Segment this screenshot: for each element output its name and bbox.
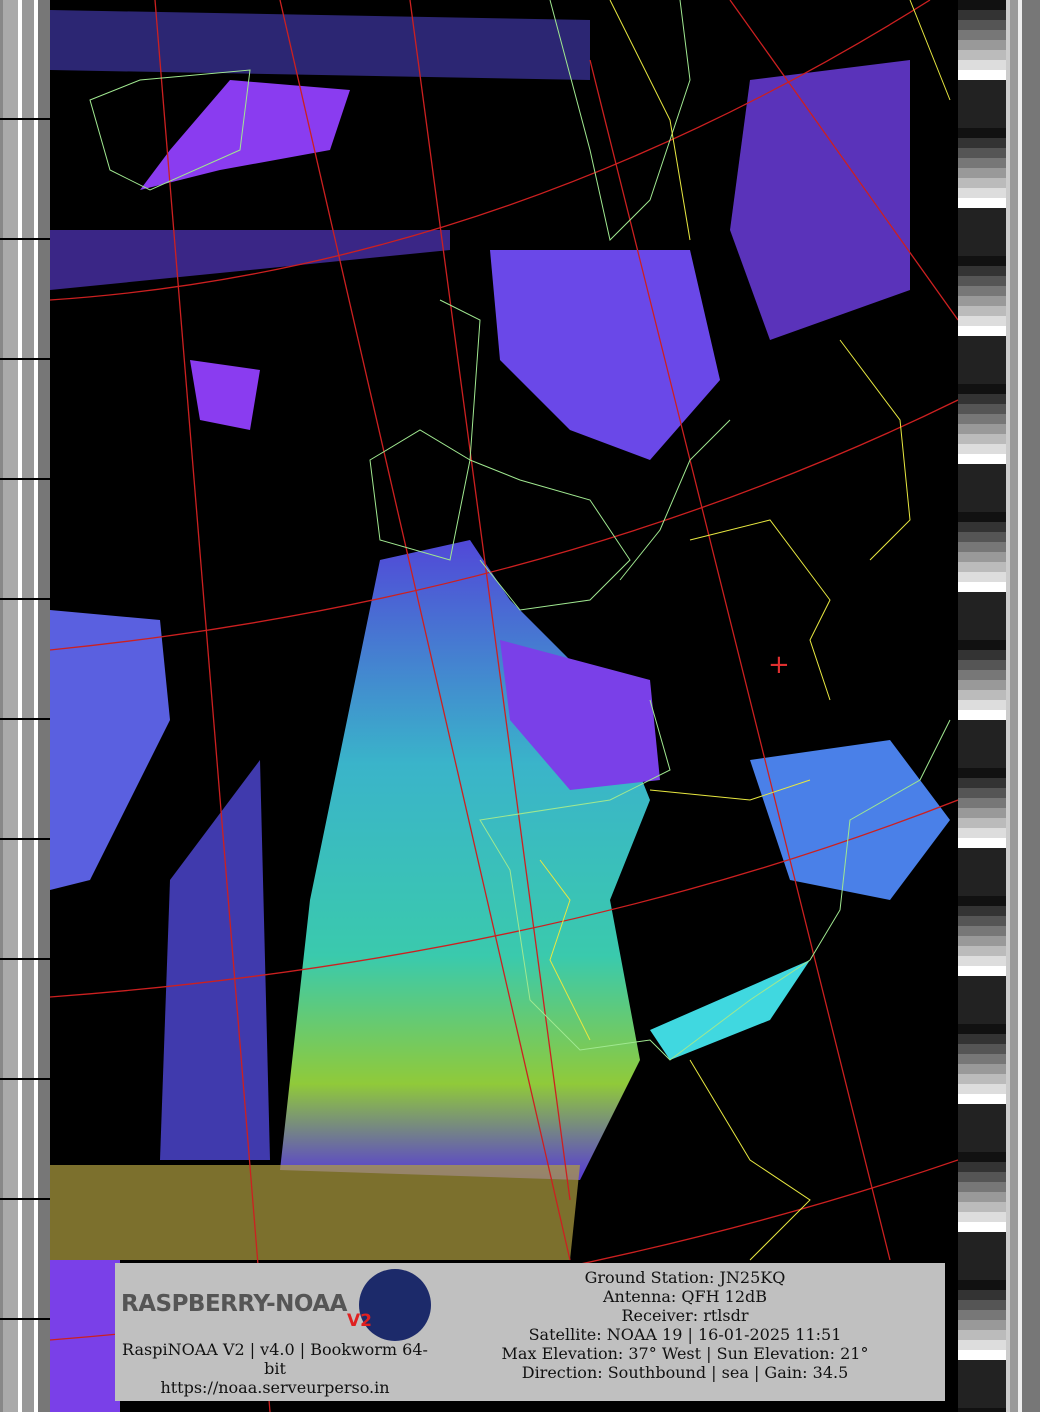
antenna: Antenna: QFH 12dB <box>603 1287 767 1306</box>
website-url: https://noaa.serveurperso.in <box>160 1378 390 1397</box>
map-imagery <box>50 0 958 1412</box>
ground-station: Ground Station: JN25KQ <box>584 1268 786 1287</box>
satellite: Satellite: NOAA 19 | 16-01-2025 11:51 <box>528 1325 842 1344</box>
logo-version: V2 <box>347 1311 372 1331</box>
cloud-field <box>50 10 950 1412</box>
telemetry-strip-left <box>0 0 50 1412</box>
raspberry-noaa-logo: RASPBERRY-NOAA V2 <box>121 1269 431 1341</box>
satellite-logo-icon <box>359 1269 431 1341</box>
info-panel: RASPBERRY-NOAA V2 RaspiNOAA V2 | v4.0 | … <box>115 1263 945 1401</box>
borders <box>539 0 951 1261</box>
elevation: Max Elevation: 37° West | Sun Elevation:… <box>501 1344 869 1363</box>
direction: Direction: Southbound | sea | Gain: 34.5 <box>521 1363 849 1382</box>
telemetry-strip-right <box>958 0 1040 1412</box>
ground-station-cross-icon: + <box>768 650 790 680</box>
logo-text: RASPBERRY-NOAA <box>121 1291 347 1317</box>
software-line: RaspiNOAA V2 | v4.0 | Bookworm 64-bit <box>122 1340 428 1378</box>
receiver: Receiver: rtlsdr <box>621 1306 749 1325</box>
pass-details: Ground Station: JN25KQ Antenna: QFH 12dB… <box>485 1268 885 1382</box>
coastlines <box>89 0 951 1061</box>
